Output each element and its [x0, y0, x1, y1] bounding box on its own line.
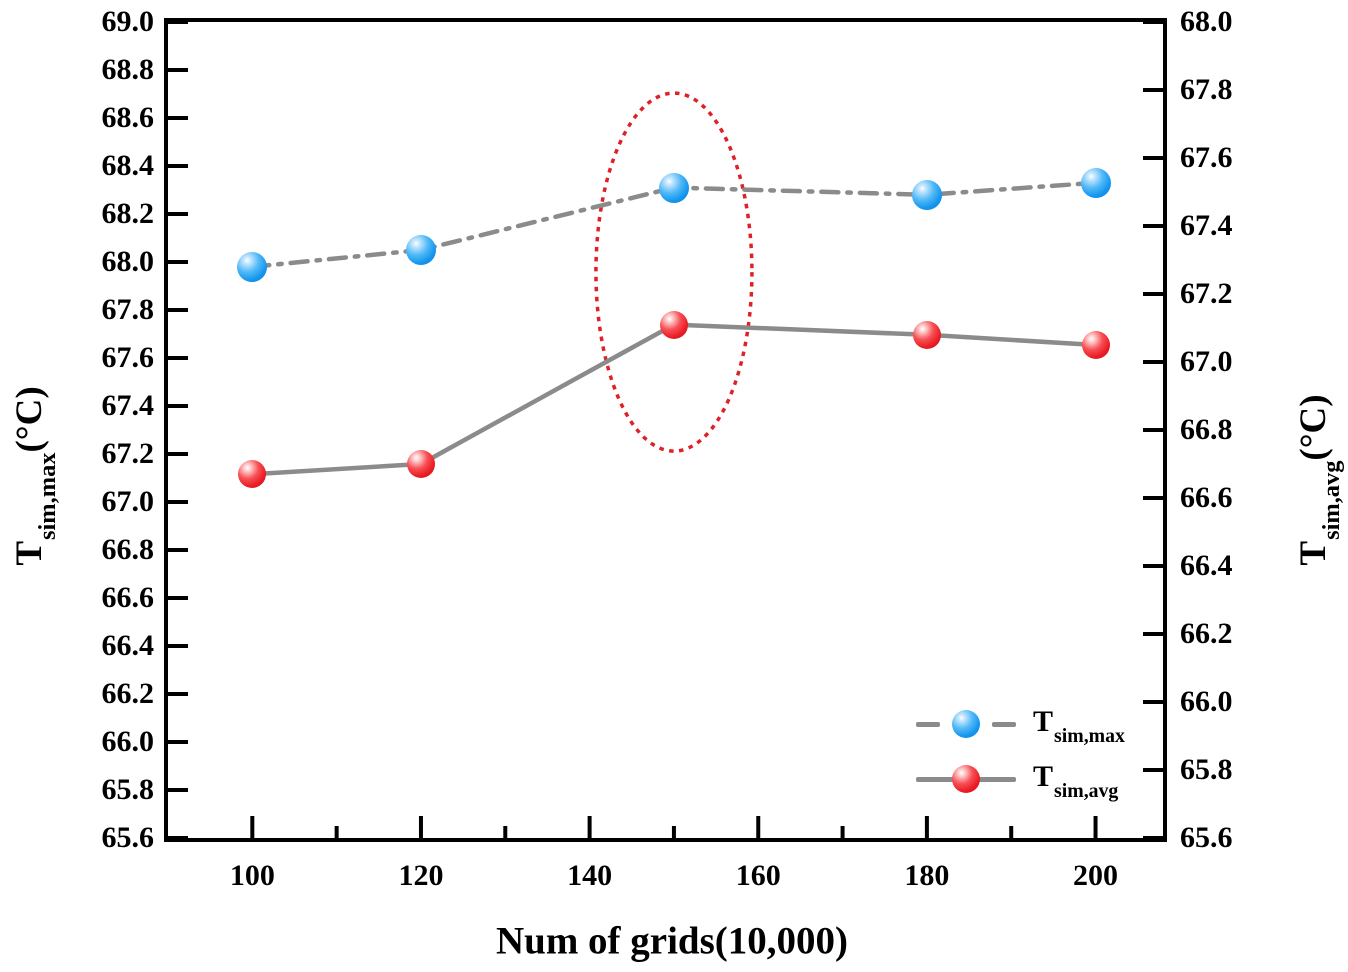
left-axis-tick-label: 68.4	[101, 149, 155, 182]
right-axis-tick-label: 66.2	[1180, 617, 1233, 650]
data-point-t-sim-avg	[238, 460, 267, 489]
right-axis-tick-label: 65.8	[1180, 753, 1233, 786]
legend-label-tsim-avg: Tsim,avg	[1033, 759, 1119, 802]
data-point-t-sim-avg	[406, 450, 435, 478]
left-axis-tick-label: 68.6	[101, 101, 155, 134]
right-axis-tick-label: 66.4	[1180, 549, 1233, 582]
legend-dashdot-line-icon	[916, 708, 1016, 740]
legend-entry-tsim-max: Tsim,max	[916, 705, 1125, 747]
data-point-t-sim-max	[658, 172, 689, 203]
right-axis-tick-label: 67.0	[1180, 345, 1233, 378]
annotation-ellipse	[594, 91, 754, 453]
right-axis-tick-label: 66.8	[1180, 413, 1233, 446]
data-point-t-sim-max	[237, 251, 268, 282]
right-axis-tick-label: 67.8	[1180, 73, 1233, 106]
right-axis-tick-label: 67.2	[1180, 277, 1233, 310]
legend-entry-tsim-avg: Tsim,avg	[916, 760, 1125, 802]
data-point-t-sim-max	[911, 179, 942, 210]
left-axis-tick-label: 65.8	[101, 773, 155, 806]
right-axis-tick-label: 65.6	[1180, 821, 1233, 854]
left-axis-tick-label: 66.2	[101, 677, 155, 710]
right-axis-title-sub: sim,avg	[1317, 460, 1345, 540]
data-point-t-sim-avg	[912, 320, 941, 349]
left-axis-tick-label: 68.0	[101, 245, 155, 278]
x-axis-tick-label: 100	[229, 859, 275, 892]
left-axis-tick-label: 67.4	[101, 389, 155, 422]
data-point-t-sim-max	[405, 235, 436, 265]
left-axis-tick-label: 66.8	[101, 533, 155, 566]
data-point-t-sim-avg	[659, 310, 688, 339]
x-axis-tick-label: 140	[567, 859, 613, 892]
x-axis-tick-label: 200	[1073, 859, 1119, 892]
left-axis-tick-label: 67.6	[101, 341, 155, 374]
left-axis-tick-label: 68.8	[101, 53, 155, 86]
left-axis-tick-label: 66.6	[101, 581, 155, 614]
left-axis-tick-label: 68.2	[101, 197, 155, 230]
left-axis-tick-label: 67.2	[101, 437, 155, 470]
plot-area: Tsim,max Tsim,avg	[164, 18, 1167, 842]
series-line-t-sim-avg	[250, 322, 1098, 477]
right-axis-tick-label: 66.6	[1180, 481, 1233, 514]
x-axis-tick-label: 120	[398, 859, 444, 892]
data-point-t-sim-avg	[1081, 331, 1110, 359]
legend-solid-line-icon	[916, 763, 1016, 795]
x-axis-tick-label: 180	[904, 859, 950, 892]
left-axis-tick-label: 66.4	[101, 629, 155, 662]
legend-marker-blue-icon	[952, 710, 980, 738]
right-axis-tick-label: 67.4	[1180, 209, 1233, 242]
right-axis-tick-label: 66.0	[1180, 685, 1233, 718]
legend-label-tsim-max: Tsim,max	[1033, 704, 1125, 747]
left-axis-tick-label: 67.0	[101, 485, 155, 518]
right-axis-tick-label: 68.0	[1180, 5, 1233, 38]
left-axis-tick-label: 69.0	[101, 5, 155, 38]
left-axis-tick-label: 65.6	[101, 821, 155, 854]
legend: Tsim,max Tsim,avg	[916, 705, 1125, 802]
data-point-t-sim-max	[1080, 167, 1111, 198]
legend-marker-red-icon	[952, 765, 980, 793]
x-axis-tick-label: 160	[735, 859, 781, 892]
left-axis-tick-label: 66.0	[101, 725, 155, 758]
left-axis-tick-label: 67.8	[101, 293, 155, 326]
right-axis-tick-label: 67.6	[1180, 141, 1233, 174]
x-axis-title: Num of grids(10,000)	[495, 919, 849, 963]
